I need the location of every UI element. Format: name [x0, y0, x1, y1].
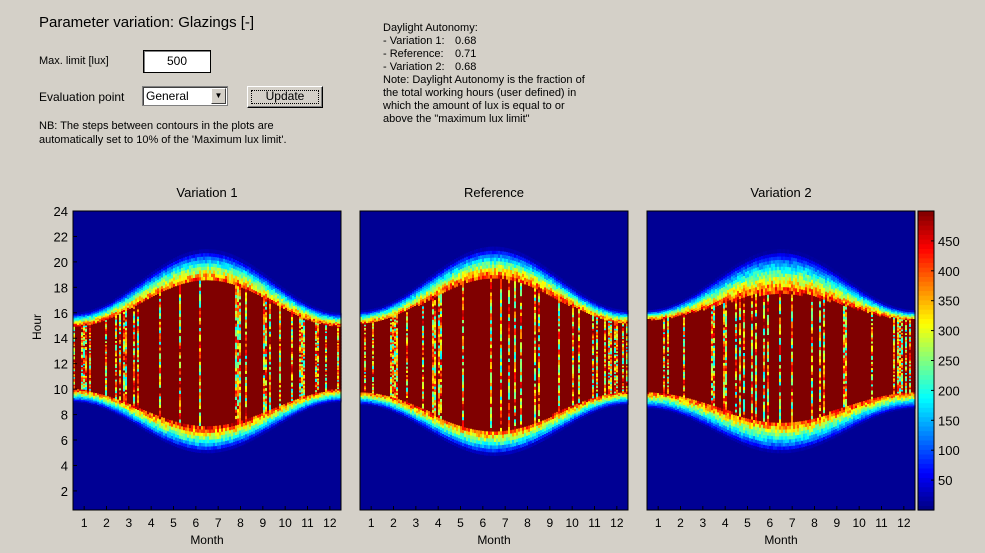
x-tick-label: 4 — [435, 516, 442, 530]
x-tick-label: 12 — [897, 516, 911, 530]
colorbar-tick-label: 450 — [938, 234, 960, 249]
max-limit-label: Max. limit [lux] — [39, 55, 109, 67]
x-tick-label: 6 — [766, 516, 773, 530]
colorbar-tick-label: 50 — [938, 473, 952, 488]
autonomy-note-line: Note: Daylight Autonomy is the fraction … — [383, 74, 585, 87]
y-tick-label: 4 — [61, 458, 68, 473]
evaluation-point-select[interactable]: General ▼ — [142, 86, 228, 106]
y-tick-label: 2 — [61, 484, 68, 499]
max-limit-input[interactable]: 500 — [143, 50, 211, 73]
x-tick-label: 2 — [390, 516, 397, 530]
colorbar-tick-label: 350 — [938, 294, 960, 309]
autonomy-heading: Daylight Autonomy: — [383, 22, 585, 35]
x-tick-label: 1 — [368, 516, 375, 530]
x-tick-label: 6 — [479, 516, 486, 530]
nb-note: NB: The steps between contours in the pl… — [39, 119, 287, 147]
autonomy-note-line: which the amount of lux is equal to or — [383, 100, 585, 113]
heatmap-plot: 1 2 3 4 5 6 7 8 9 10 11 12 — [646, 210, 916, 530]
x-tick-label: 7 — [215, 516, 222, 530]
x-tick-label: 3 — [699, 516, 706, 530]
x-tick-label: 12 — [610, 516, 624, 530]
autonomy-note-line: above the "maximum lux limit" — [383, 113, 585, 126]
x-tick-label: 3 — [125, 516, 132, 530]
y-tick-label: 10 — [54, 382, 68, 397]
colorbar-tick-label: 400 — [938, 264, 960, 279]
y-tick-label: 12 — [54, 357, 68, 372]
y-tick-label: 8 — [61, 408, 68, 423]
plot-title-variation-1: Variation 1 — [73, 185, 341, 200]
colorbar-tick-label: 300 — [938, 324, 960, 339]
x-axis-label-3: Month — [647, 533, 915, 547]
x-tick-label: 9 — [546, 516, 553, 530]
y-tick-label: 16 — [54, 306, 68, 321]
x-tick-label: 10 — [565, 516, 579, 530]
colorbar-tick-label: 100 — [938, 443, 960, 458]
nb-line-2: automatically set to 10% of the 'Maximum… — [39, 133, 287, 147]
x-tick-label: 5 — [457, 516, 464, 530]
x-tick-label: 7 — [789, 516, 796, 530]
x-tick-label: 4 — [148, 516, 155, 530]
x-tick-label: 6 — [192, 516, 199, 530]
autonomy-row: - Variation 1: 0.68 — [383, 35, 585, 48]
x-tick-label: 1 — [81, 516, 88, 530]
plot-title-variation-2: Variation 2 — [647, 185, 915, 200]
update-button-label: Update — [266, 89, 305, 103]
autonomy-note-line: the total working hours (user defined) i… — [383, 87, 585, 100]
x-tick-label: 10 — [852, 516, 866, 530]
daylight-autonomy-block: Daylight Autonomy: - Variation 1: 0.68 - … — [383, 22, 585, 126]
colorbar-tick-label: 200 — [938, 383, 960, 398]
x-tick-label: 9 — [833, 516, 840, 530]
y-tick-label: 20 — [54, 255, 68, 270]
x-tick-label: 8 — [237, 516, 244, 530]
x-tick-label: 5 — [744, 516, 751, 530]
y-tick-label: 22 — [54, 229, 68, 244]
evaluation-point-value: General — [146, 89, 189, 103]
autonomy-row: - Variation 2: 0.68 — [383, 61, 585, 74]
x-tick-label: 7 — [502, 516, 509, 530]
x-tick-label: 11 — [588, 516, 601, 530]
x-tick-label: 10 — [278, 516, 292, 530]
y-tick-label: 14 — [54, 331, 68, 346]
colorbar-tick-label: 250 — [938, 354, 960, 369]
y-tick-label: 18 — [54, 280, 68, 295]
x-tick-label: 8 — [811, 516, 818, 530]
autonomy-row: - Reference: 0.71 — [383, 48, 585, 61]
evaluation-point-label: Evaluation point — [39, 90, 124, 104]
x-axis-label-1: Month — [73, 533, 341, 547]
heatmap-plot: 1 2 3 4 5 6 7 8 9 10 11 12 — [359, 210, 629, 530]
x-tick-label: 11 — [875, 516, 888, 530]
x-tick-label: 4 — [722, 516, 729, 530]
colorbar: 50 100 150 200 250 300 350 400 450 — [917, 210, 960, 511]
y-axis-label: Hour — [30, 314, 44, 340]
x-tick-label: 2 — [103, 516, 110, 530]
x-tick-label: 12 — [323, 516, 337, 530]
x-tick-label: 1 — [655, 516, 662, 530]
y-tick-label: 24 — [54, 204, 68, 219]
x-tick-label: 11 — [301, 516, 314, 530]
nb-line-1: NB: The steps between contours in the pl… — [39, 119, 287, 133]
x-axis-label-2: Month — [360, 533, 628, 547]
chevron-down-icon[interactable]: ▼ — [211, 88, 226, 104]
plot-title-reference: Reference — [360, 185, 628, 200]
panel-title: Parameter variation: Glazings [-] — [39, 14, 254, 31]
x-tick-label: 2 — [677, 516, 684, 530]
colorbar-tick-label: 150 — [938, 413, 960, 428]
x-tick-label: 3 — [412, 516, 419, 530]
x-tick-label: 8 — [524, 516, 531, 530]
x-tick-label: 5 — [170, 516, 177, 530]
y-tick-label: 6 — [61, 433, 68, 448]
x-tick-label: 9 — [259, 516, 266, 530]
